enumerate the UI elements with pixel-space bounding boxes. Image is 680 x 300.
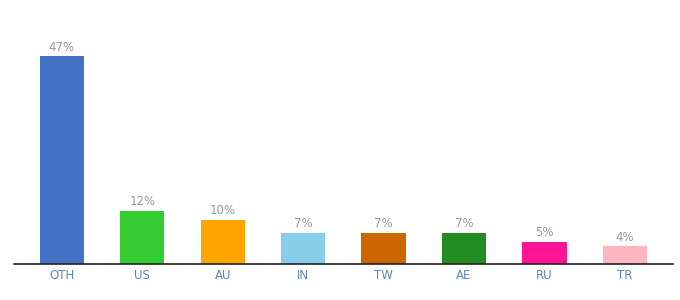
Text: 10%: 10% xyxy=(209,204,236,217)
Bar xyxy=(281,233,325,264)
Bar xyxy=(362,233,406,264)
Text: 7%: 7% xyxy=(374,218,393,230)
Bar xyxy=(39,56,84,264)
Text: 5%: 5% xyxy=(535,226,554,239)
Text: 7%: 7% xyxy=(455,218,473,230)
Bar xyxy=(602,246,647,264)
Text: 7%: 7% xyxy=(294,218,313,230)
Text: 47%: 47% xyxy=(49,41,75,54)
Text: 12%: 12% xyxy=(129,195,155,208)
Bar xyxy=(120,211,165,264)
Text: 4%: 4% xyxy=(615,231,634,244)
Bar xyxy=(201,220,245,264)
Bar xyxy=(522,242,566,264)
Bar xyxy=(442,233,486,264)
